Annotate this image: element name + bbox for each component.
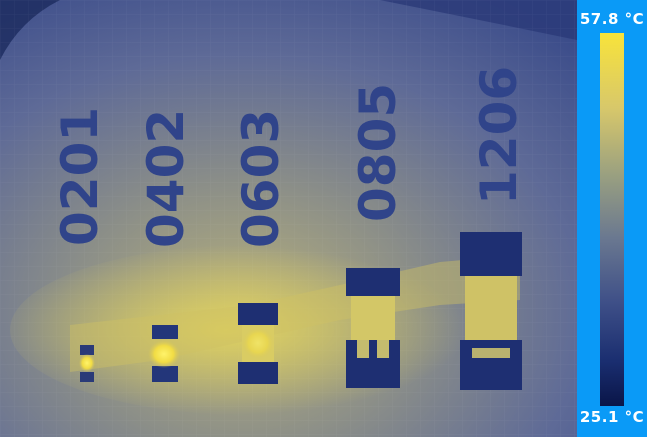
thermal-image: 0201 0402 0603 0805 1206: [0, 0, 577, 437]
component-0402: [148, 325, 180, 382]
max-temperature-label: 57.8 °C: [579, 10, 645, 28]
label-0805: 0805: [349, 83, 407, 222]
color-scale-bar: [600, 33, 624, 406]
label-0603: 0603: [232, 109, 290, 248]
component-0805: [346, 268, 400, 388]
label-1206: 1206: [470, 66, 528, 205]
component-1206: [460, 232, 522, 390]
component-0201: [79, 345, 95, 382]
silkscreen-labels: 0201 0402 0603 0805 1206: [51, 66, 528, 248]
temperature-scale-panel: 57.8 °C 25.1 °C: [577, 0, 647, 437]
label-0201: 0201: [51, 107, 109, 246]
component-0603: [238, 303, 278, 384]
min-temperature-label: 25.1 °C: [579, 408, 645, 426]
label-0402: 0402: [137, 109, 195, 248]
